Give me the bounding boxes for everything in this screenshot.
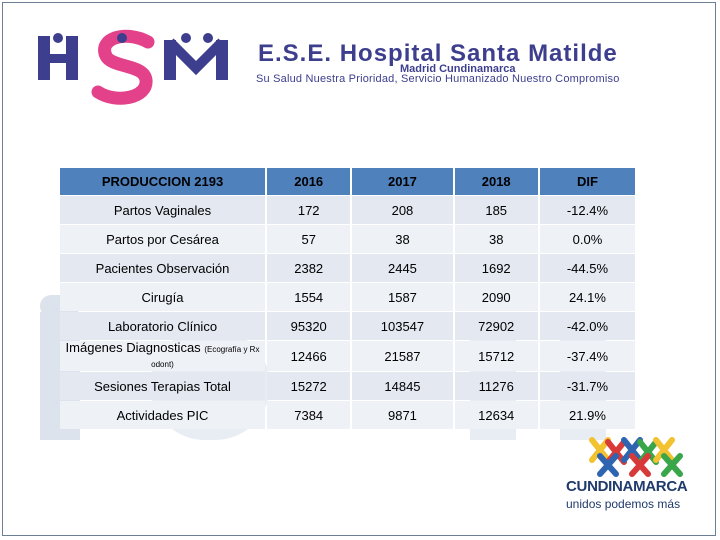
cell-2017: 1587 xyxy=(352,283,453,311)
row-label: Actividades PIC xyxy=(60,401,265,429)
table-row: Pacientes Observación 2382 2445 1692 -44… xyxy=(60,254,635,282)
hospital-name: E.S.E. Hospital Santa Matilde xyxy=(258,40,618,67)
hospital-slogan: Su Salud Nuestra Prioridad, Servicio Hum… xyxy=(256,73,620,85)
row-label-cell: Imágenes Diagnosticas (Ecografía y Rx od… xyxy=(60,341,265,371)
cell-2018: 2090 xyxy=(454,283,538,311)
table-row: Actividades PIC 7384 9871 12634 21.9% xyxy=(60,401,635,429)
production-table: PRODUCCION 2193 2016 2017 2018 DIF Parto… xyxy=(58,167,637,430)
cell-dif: 21.9% xyxy=(539,401,635,429)
cell-2017: 208 xyxy=(352,196,453,224)
row-label: Pacientes Observación xyxy=(60,254,265,282)
cell-2016: 1554 xyxy=(267,283,351,311)
cell-dif: 0.0% xyxy=(539,225,635,253)
hospital-town: Madrid Cundinamarca xyxy=(400,63,516,75)
cell-2017: 9871 xyxy=(352,401,453,429)
table-row: Partos Vaginales 172 208 185 -12.4% xyxy=(60,196,635,224)
cell-2018: 1692 xyxy=(454,254,538,282)
cundinamarca-name: CUNDINAMARCA xyxy=(566,478,688,495)
cell-2016: 12466 xyxy=(267,341,351,371)
table-row: Laboratorio Clínico 95320 103547 72902 -… xyxy=(60,312,635,340)
cell-2017: 103547 xyxy=(352,312,453,340)
table-header-row: PRODUCCION 2193 2016 2017 2018 DIF xyxy=(60,168,635,195)
row-label: Sesiones Terapias Total xyxy=(60,372,265,400)
row-label: Cirugía xyxy=(60,283,265,311)
cell-dif: -44.5% xyxy=(539,254,635,282)
cell-2016: 57 xyxy=(267,225,351,253)
table-row: Partos por Cesárea 57 38 38 0.0% xyxy=(60,225,635,253)
cell-2017: 38 xyxy=(352,225,453,253)
table-row: Cirugía 1554 1587 2090 24.1% xyxy=(60,283,635,311)
cell-2017: 21587 xyxy=(352,341,453,371)
cell-2016: 2382 xyxy=(267,254,351,282)
cell-dif: 24.1% xyxy=(539,283,635,311)
cell-2016: 172 xyxy=(267,196,351,224)
cell-2017: 14845 xyxy=(352,372,453,400)
row-label: Imágenes Diagnosticas xyxy=(65,340,201,355)
cell-2018: 11276 xyxy=(454,372,538,400)
header-2018: 2018 xyxy=(454,168,538,195)
row-label: Partos por Cesárea xyxy=(60,225,265,253)
cell-2017: 2445 xyxy=(352,254,453,282)
cell-2018: 38 xyxy=(454,225,538,253)
row-label-note: (Ecografía y Rx odont) xyxy=(151,345,260,369)
header-2016: 2016 xyxy=(267,168,351,195)
cundinamarca-slogan: unidos podemos más xyxy=(566,497,681,511)
header-production: PRODUCCION 2193 xyxy=(60,168,265,195)
cell-2016: 7384 xyxy=(267,401,351,429)
cell-2018: 185 xyxy=(454,196,538,224)
cell-2016: 95320 xyxy=(267,312,351,340)
cell-dif: -42.0% xyxy=(539,312,635,340)
hsm-logo-icon xyxy=(38,29,228,105)
row-label: Laboratorio Clínico xyxy=(60,312,265,340)
row-label: Partos Vaginales xyxy=(60,196,265,224)
cell-dif: -12.4% xyxy=(539,196,635,224)
cell-2018: 15712 xyxy=(454,341,538,371)
header-2017: 2017 xyxy=(352,168,453,195)
header-dif: DIF xyxy=(539,168,635,195)
cell-dif: -37.4% xyxy=(539,341,635,371)
cell-2016: 15272 xyxy=(267,372,351,400)
cell-2018: 12634 xyxy=(454,401,538,429)
cundinamarca-logo-icon xyxy=(589,437,683,477)
cell-dif: -31.7% xyxy=(539,372,635,400)
table-row: Sesiones Terapias Total 15272 14845 1127… xyxy=(60,372,635,400)
cell-2018: 72902 xyxy=(454,312,538,340)
table-row: Imágenes Diagnosticas (Ecografía y Rx od… xyxy=(60,341,635,371)
